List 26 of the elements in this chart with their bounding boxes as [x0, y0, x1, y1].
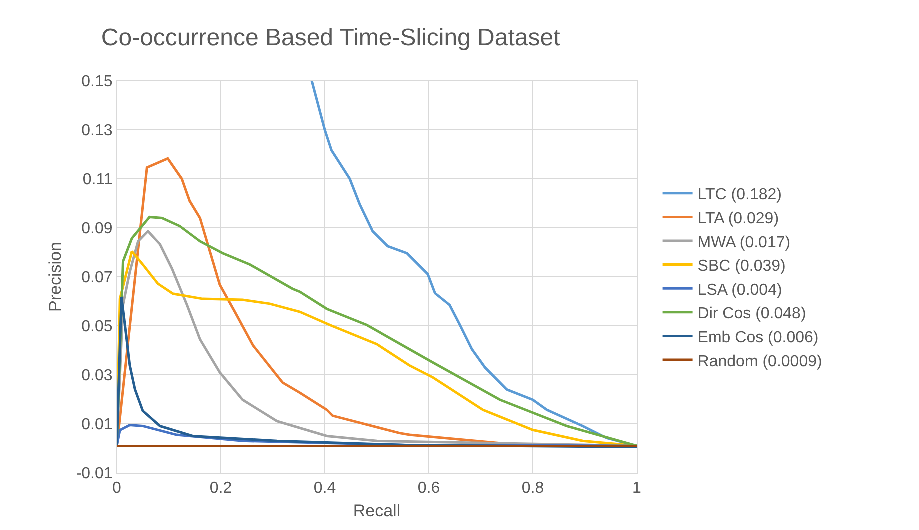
y-tick-label: 0.01 [82, 416, 113, 434]
y-tick-label: 0.13 [82, 122, 113, 140]
legend-label: LTA (0.029) [698, 210, 780, 228]
legend-label: Emb Cos (0.006) [698, 329, 819, 346]
y-tick-label: 0.03 [82, 368, 113, 385]
y-tick-label: 0.11 [82, 172, 113, 189]
x-tick-label: 0.6 [418, 480, 440, 498]
legend-label: SBC (0.039) [698, 258, 786, 276]
y-tick-label: 0.07 [82, 270, 113, 287]
y-tick-label: -0.01 [76, 466, 113, 483]
chart-title: Co-occurrence Based Time-Slicing Dataset [101, 24, 561, 52]
y-tick-label: 0.05 [82, 318, 113, 336]
x-tick-label: 0.2 [210, 480, 232, 498]
x-tick-label: 0.4 [314, 480, 336, 498]
legend-label: MWA (0.017) [698, 234, 791, 252]
y-tick-label: 0.09 [82, 220, 113, 238]
x-tick-label: 0.8 [522, 480, 544, 498]
legend-label: LSA (0.004) [698, 282, 782, 299]
y-tick-label: 0.15 [82, 74, 113, 91]
x-tick-label: 1 [632, 480, 642, 498]
legend-label: Random (0.0009) [698, 353, 822, 370]
y-axis-title: Precision [46, 242, 65, 312]
legend-label: Dir Cos (0.048) [698, 306, 806, 323]
x-axis-title: Recall [353, 502, 401, 521]
legend-label: LTC (0.182) [698, 186, 782, 204]
x-tick-label: 0 [112, 480, 122, 498]
